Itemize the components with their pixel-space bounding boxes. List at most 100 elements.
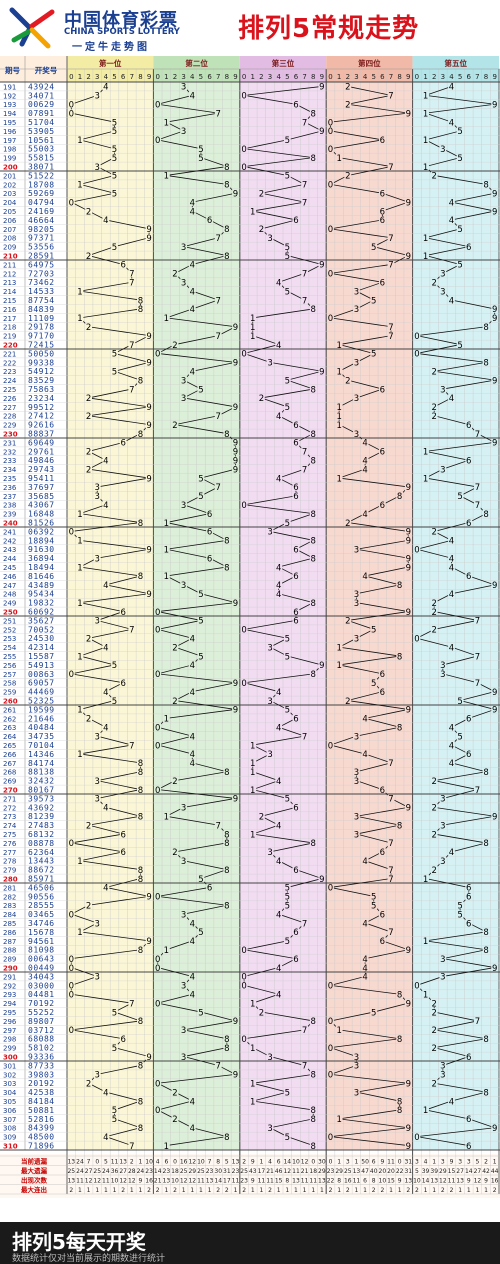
digit-marker: 5	[112, 189, 117, 199]
digit-marker-bg	[301, 447, 308, 456]
digit-marker-bg	[223, 865, 231, 874]
digit-marker-bg	[309, 429, 317, 438]
digit-marker: 8	[311, 1071, 316, 1081]
digit-marker-bg	[111, 367, 118, 376]
draw-number: 03000	[28, 981, 55, 990]
digit-marker: 1	[250, 323, 255, 333]
digit-marker-bg	[318, 260, 326, 269]
digit-marker: 7	[302, 198, 307, 208]
digit-marker: 7	[302, 919, 307, 929]
digit-marker: 2	[431, 599, 436, 609]
digit-marker-bg	[76, 287, 84, 295]
digit-marker: 9	[233, 323, 238, 333]
digit-marker: 7	[388, 875, 393, 885]
digit-marker: 1	[164, 812, 169, 822]
digit-marker-bg	[448, 394, 455, 402]
stats-value: 11	[448, 1178, 456, 1185]
draw-number: 55252	[28, 1008, 55, 1017]
digit-marker-bg	[223, 251, 231, 260]
digit-marker-bg	[361, 572, 369, 580]
digit-marker: 1	[77, 563, 82, 573]
digit-marker-bg	[361, 714, 369, 723]
issue-number: 217	[3, 315, 16, 323]
digit-marker: 6	[293, 608, 298, 618]
digit-marker: 0	[69, 839, 74, 849]
digit-marker-bg	[137, 1017, 144, 1025]
digit-marker: 5	[285, 706, 290, 716]
digit-marker: 9	[406, 1079, 411, 1089]
issue-number: 308	[3, 1125, 16, 1133]
digit-marker-bg	[214, 821, 222, 829]
draw-number: 34746	[28, 919, 55, 928]
digit-marker-bg	[232, 438, 239, 447]
digit-marker: 3	[354, 545, 359, 555]
digit-marker-bg	[387, 233, 395, 242]
draw-number: 46506	[28, 883, 55, 892]
digit-marker-bg	[223, 901, 231, 910]
digit-marker-bg	[361, 509, 369, 518]
stats-value: 11	[197, 1178, 205, 1185]
digit-marker-bg	[275, 563, 283, 571]
digit-marker: 3	[354, 590, 359, 600]
digit-marker: 1	[336, 474, 341, 484]
issue-number: 205	[3, 208, 16, 216]
digit-header: 2	[173, 73, 177, 81]
digit-marker: 6	[120, 608, 125, 618]
trend-line-position-1	[70, 86, 151, 1146]
digit-marker-bg	[180, 242, 188, 251]
digit-marker-bg	[275, 990, 283, 999]
digit-marker-bg	[353, 305, 360, 313]
stats-value: 31	[404, 1159, 412, 1166]
issue-number: 290	[3, 965, 18, 973]
stats-value: 2	[156, 1187, 160, 1194]
digit-marker-bg	[93, 919, 101, 927]
digit-marker: 1	[77, 857, 82, 867]
issue-number: 306	[3, 1107, 17, 1115]
digit-marker: 6	[466, 572, 471, 582]
digit-marker: 4	[190, 634, 195, 644]
digit-marker-bg	[422, 447, 429, 456]
issue-number: 198	[3, 146, 16, 154]
digit-marker: 0	[414, 350, 419, 360]
digit-marker: 9	[406, 554, 411, 564]
draw-number: 24169	[28, 207, 55, 216]
digit-marker: 9	[319, 661, 324, 671]
digit-marker-bg	[283, 287, 291, 295]
digit-marker-bg	[465, 750, 473, 758]
digit-marker: 1	[336, 1026, 341, 1036]
stats-value: 22	[327, 1178, 335, 1185]
digit-header: 0	[415, 73, 419, 81]
digit-marker-bg	[232, 456, 239, 465]
issue-number: 284	[3, 911, 17, 919]
digit-marker-bg	[422, 990, 429, 999]
digit-marker-bg	[439, 385, 447, 393]
issue-number: 222	[3, 359, 16, 367]
digit-marker-bg	[223, 830, 231, 838]
digit-header: 1	[164, 73, 168, 81]
digit-marker: 7	[215, 1062, 220, 1072]
stats-value: 11	[387, 1159, 395, 1166]
digit-header: 7	[130, 73, 134, 81]
digit-marker: 0	[155, 626, 160, 636]
digit-marker-bg	[309, 1106, 317, 1114]
digit-marker-bg	[283, 171, 291, 180]
issue-number: 265	[3, 742, 16, 750]
digit-marker: 1	[423, 163, 428, 173]
issue-number: 220	[3, 342, 18, 350]
digit-marker-bg	[137, 305, 144, 313]
digit-marker-bg	[76, 652, 84, 660]
stats-value: 39	[422, 1168, 430, 1175]
digit-marker: 3	[181, 581, 186, 591]
digit-marker: 7	[302, 270, 307, 280]
digit-marker-bg	[223, 839, 231, 847]
digit-marker-bg	[197, 928, 205, 936]
digit-marker: 3	[440, 661, 445, 671]
digit-marker-bg	[309, 305, 317, 313]
digit-marker: 8	[397, 1097, 402, 1107]
digit-marker-bg	[162, 714, 170, 723]
digit-marker: 5	[198, 928, 203, 938]
stats-value: 25	[67, 1168, 75, 1175]
digit-marker: 5	[112, 1115, 117, 1125]
digit-marker: 9	[492, 581, 497, 591]
digit-marker: 5	[112, 145, 117, 155]
